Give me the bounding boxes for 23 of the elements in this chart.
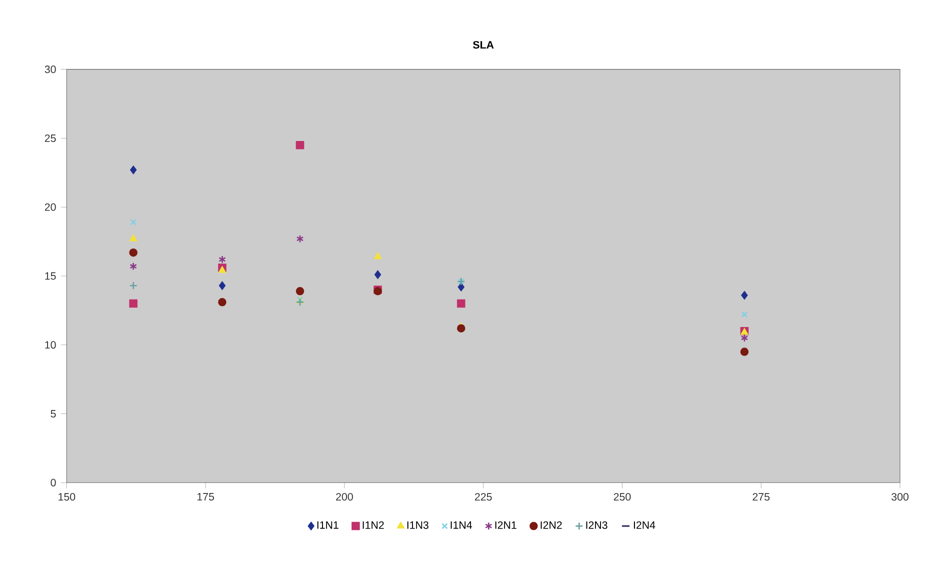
legend-label: I1N3 [407,522,428,530]
x-tick-label: 200 [336,493,353,501]
legend-label: I2N1 [495,522,516,529]
y-tick-label: 20 [44,204,56,212]
y-tick-label: 5 [50,410,56,418]
x-tick-label: 175 [197,493,214,501]
y-tick-label: 30 [44,66,56,74]
chart-title: SLA [472,41,494,49]
legend-label: I1N4 [450,522,472,529]
x-tick-label: 150 [58,493,76,501]
x-tick-label: 225 [474,493,492,501]
x-tick-label: 275 [752,493,770,501]
legend-label: I1N1 [317,522,338,529]
y-tick-label: 25 [44,134,56,142]
x-tick-label: 300 [892,493,908,501]
legend-label: I2N3 [586,522,608,530]
y-tick-label: 10 [45,341,56,349]
legend-label: I2N2 [540,522,562,529]
y-tick-label: 0 [50,479,56,487]
legend-label: I2N4 [634,522,656,529]
legend-label: I1N2 [362,522,384,529]
y-tick-label: 15 [45,272,56,280]
x-tick-label: 250 [614,493,631,501]
